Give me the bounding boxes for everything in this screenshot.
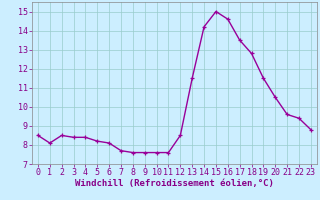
X-axis label: Windchill (Refroidissement éolien,°C): Windchill (Refroidissement éolien,°C) (75, 179, 274, 188)
